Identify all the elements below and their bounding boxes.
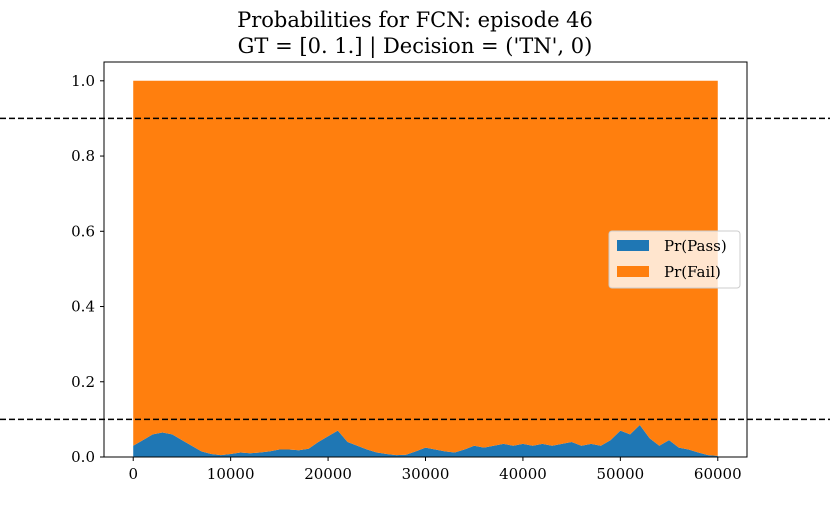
y-tick-label: 0.8 xyxy=(71,147,95,165)
y-tick-label: 0.6 xyxy=(71,222,95,240)
y-tick-label: 0.4 xyxy=(71,298,95,316)
legend-label-1: Pr(Pass) xyxy=(664,237,727,255)
y-tick-label: 0.0 xyxy=(71,448,95,466)
legend-swatch-2 xyxy=(617,266,649,277)
area-series-pr-fail xyxy=(133,80,718,456)
legend-swatch-1 xyxy=(617,240,649,251)
y-tick-label: 1.0 xyxy=(71,72,95,90)
legend-label-2: Pr(Fail) xyxy=(664,263,721,281)
x-tick-label: 10000 xyxy=(207,465,255,483)
y-tick-label: 0.2 xyxy=(71,373,95,391)
x-tick-label: 30000 xyxy=(402,465,450,483)
x-tick-label: 20000 xyxy=(304,465,352,483)
x-tick-label: 40000 xyxy=(499,465,547,483)
x-tick-label: 60000 xyxy=(694,465,742,483)
x-tick-label: 50000 xyxy=(596,465,644,483)
chart-title-line-1: Probabilities for FCN: episode 46 xyxy=(237,8,593,32)
chart-title-line-2: GT = [0. 1.] | Decision = ('TN', 0) xyxy=(237,34,593,58)
x-tick-label: 0 xyxy=(128,465,138,483)
area-series-pr-pass xyxy=(133,425,718,457)
